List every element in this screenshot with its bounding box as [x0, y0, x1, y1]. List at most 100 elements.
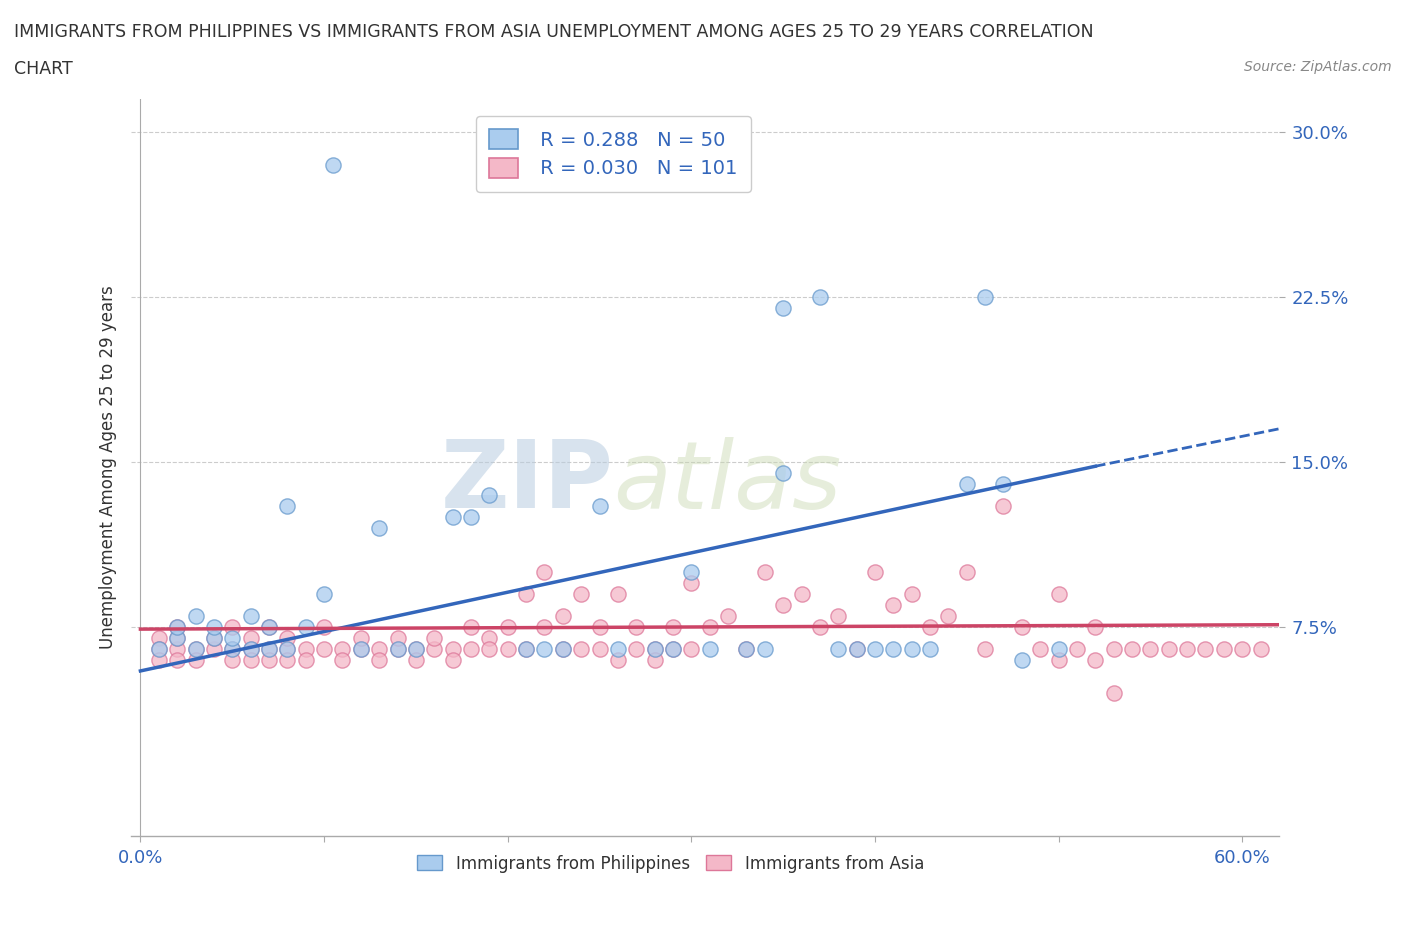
Legend: Immigrants from Philippines, Immigrants from Asia: Immigrants from Philippines, Immigrants … [411, 848, 931, 879]
Point [166, 619, 188, 634]
Point [184, 653, 207, 668]
Point [257, 619, 280, 634]
Point [1066, 642, 1088, 657]
Point [735, 642, 758, 657]
Point [662, 642, 685, 657]
Point [644, 642, 666, 657]
Point [1139, 642, 1161, 657]
Point [918, 642, 941, 657]
Point [900, 587, 922, 602]
Point [148, 653, 170, 668]
Point [681, 576, 703, 591]
Point [148, 642, 170, 657]
Point [1102, 685, 1125, 700]
Point [551, 642, 574, 657]
Point [405, 642, 427, 657]
Point [588, 642, 610, 657]
Point [754, 642, 776, 657]
Point [606, 587, 628, 602]
Point [1029, 642, 1052, 657]
Point [626, 619, 648, 634]
Point [276, 642, 298, 657]
Point [662, 642, 685, 657]
Point [332, 642, 354, 657]
Point [1084, 619, 1107, 634]
Point [322, 157, 344, 172]
Point [827, 608, 849, 623]
Point [918, 619, 941, 634]
Point [1047, 653, 1070, 668]
Point [221, 653, 243, 668]
Point [515, 642, 537, 657]
Point [845, 642, 868, 657]
Point [239, 631, 262, 645]
Text: CHART: CHART [14, 60, 73, 78]
Point [350, 642, 373, 657]
Point [166, 642, 188, 657]
Point [1084, 653, 1107, 668]
Point [350, 642, 373, 657]
Point [312, 587, 335, 602]
Point [239, 653, 262, 668]
Point [276, 642, 298, 657]
Point [239, 642, 262, 657]
Point [606, 642, 628, 657]
Text: Source: ZipAtlas.com: Source: ZipAtlas.com [1244, 60, 1392, 74]
Point [569, 642, 592, 657]
Point [276, 653, 298, 668]
Point [974, 642, 997, 657]
Point [478, 642, 501, 657]
Point [166, 619, 188, 634]
Point [938, 608, 960, 623]
Point [1212, 642, 1234, 657]
Point [1047, 587, 1070, 602]
Point [533, 642, 555, 657]
Point [681, 565, 703, 579]
Point [441, 510, 464, 525]
Point [405, 642, 427, 657]
Point [699, 642, 721, 657]
Point [460, 510, 482, 525]
Point [221, 619, 243, 634]
Point [1011, 619, 1033, 634]
Point [551, 608, 574, 623]
Point [496, 642, 519, 657]
Point [387, 631, 409, 645]
Point [1250, 642, 1272, 657]
Point [368, 521, 391, 536]
Point [202, 619, 225, 634]
Text: IMMIGRANTS FROM PHILIPPINES VS IMMIGRANTS FROM ASIA UNEMPLOYMENT AMONG AGES 25 T: IMMIGRANTS FROM PHILIPPINES VS IMMIGRANT… [14, 23, 1094, 41]
Point [387, 642, 409, 657]
Point [202, 631, 225, 645]
Point [790, 587, 813, 602]
Point [148, 631, 170, 645]
Point [478, 487, 501, 502]
Point [827, 642, 849, 657]
Point [257, 642, 280, 657]
Point [202, 631, 225, 645]
Point [312, 619, 335, 634]
Point [644, 653, 666, 668]
Point [387, 642, 409, 657]
Point [735, 642, 758, 657]
Point [148, 642, 170, 657]
Point [1175, 642, 1198, 657]
Point [441, 642, 464, 657]
Point [533, 619, 555, 634]
Point [1157, 642, 1180, 657]
Point [754, 565, 776, 579]
Point [423, 642, 446, 657]
Point [460, 642, 482, 657]
Point [863, 642, 886, 657]
Point [606, 653, 628, 668]
Point [1011, 653, 1033, 668]
Point [441, 653, 464, 668]
Point [166, 631, 188, 645]
Point [974, 289, 997, 304]
Y-axis label: Unemployment Among Ages 25 to 29 years: Unemployment Among Ages 25 to 29 years [100, 286, 117, 649]
Point [644, 642, 666, 657]
Point [368, 642, 391, 657]
Point [1232, 642, 1254, 657]
Point [294, 619, 316, 634]
Point [221, 642, 243, 657]
